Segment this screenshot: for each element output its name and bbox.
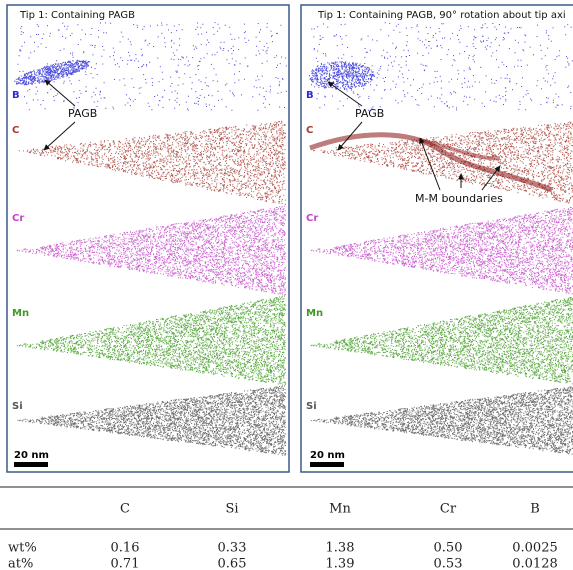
boundary-band — [309, 132, 553, 193]
cell: 0.53 — [434, 557, 463, 570]
column-header: Si — [225, 502, 238, 517]
element-label: Mn — [12, 308, 29, 319]
element-label: C — [12, 125, 19, 136]
boundary-band — [419, 138, 501, 161]
atom-cloud — [308, 22, 573, 111]
element-label: Si — [306, 401, 317, 412]
atom-cloud — [17, 385, 286, 456]
cell: 0.71 — [111, 557, 140, 570]
scale-bar — [14, 462, 48, 467]
row-label: at% — [8, 557, 33, 570]
element-label: Cr — [306, 213, 318, 224]
atom-cloud — [310, 386, 573, 455]
arrow — [481, 165, 501, 191]
cell: 0.0128 — [512, 557, 558, 570]
element-label: Cr — [12, 213, 24, 224]
atom-cloud — [310, 297, 573, 385]
atom-maps — [14, 22, 573, 456]
column-header: B — [530, 502, 540, 517]
annotation: PAGB — [68, 107, 97, 120]
element-label: B — [306, 90, 314, 101]
element-label: B — [12, 90, 20, 101]
element-label: C — [306, 125, 313, 136]
scale-bar — [310, 462, 344, 467]
atom-cloud — [14, 22, 287, 111]
atom-cloud — [312, 121, 573, 204]
arrow — [43, 121, 76, 151]
arrow — [327, 81, 363, 107]
atom-cloud — [310, 206, 573, 295]
row-label: wt% — [8, 541, 37, 556]
arrow — [337, 121, 363, 151]
composition-table: C Si Mn Cr Bwt% 0.16 0.33 1.38 0.50 0.0025 at% 0.71… — [8, 502, 558, 570]
panel-title: Tip 1: Containing PAGB — [19, 10, 135, 21]
element-label: Si — [12, 401, 23, 412]
cell: 1.38 — [326, 541, 355, 556]
element-label: Mn — [306, 308, 323, 319]
scale-label: 20 nm — [14, 450, 49, 461]
arrow — [44, 79, 76, 107]
scale-label: 20 nm — [310, 450, 345, 461]
atom-cloud — [16, 295, 286, 386]
arrow — [419, 137, 441, 191]
cell: 0.65 — [218, 557, 247, 570]
atom-cloud — [16, 205, 286, 296]
column-header: Cr — [440, 502, 457, 517]
panel-frame — [300, 4, 573, 473]
column-header: Mn — [329, 502, 351, 517]
panel-title: Tip 1: Containing PAGB, 90° rotation abo… — [317, 10, 566, 21]
cell: 1.39 — [326, 557, 355, 570]
cell: 0.16 — [111, 541, 140, 556]
atom-cloud — [18, 120, 287, 205]
column-header: C — [120, 502, 130, 517]
cell: 0.33 — [218, 541, 247, 556]
annotation: M-M boundaries — [415, 192, 503, 205]
cell: 0.0025 — [512, 541, 558, 556]
cell: 0.50 — [434, 541, 463, 556]
annotation: PAGB — [355, 107, 384, 120]
panel-frame — [6, 4, 290, 473]
